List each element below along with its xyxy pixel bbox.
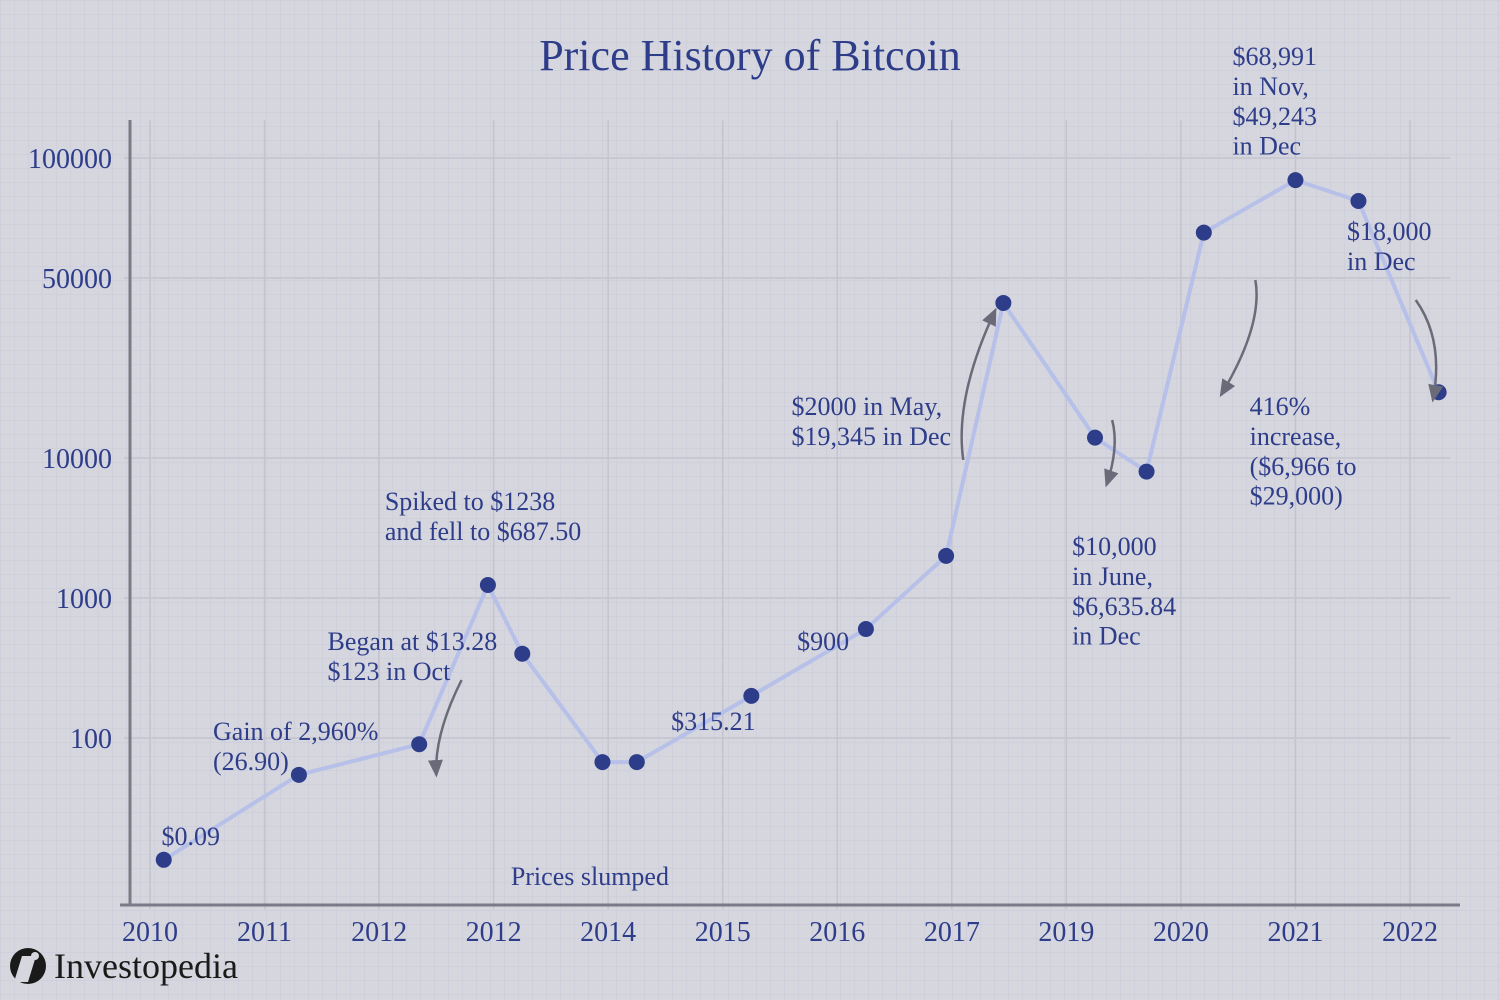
x-tick-label: 2011 xyxy=(237,917,292,948)
data-point xyxy=(291,767,307,783)
x-tick-label: 2015 xyxy=(695,917,751,948)
annotation: $2000 in May,$19,345 in Dec xyxy=(791,392,951,451)
data-point xyxy=(743,688,759,704)
x-tick-label: 2014 xyxy=(580,917,636,948)
price-history-chart: 100 1000 10000 50000 100000 2010 2011 2012 2012 2… xyxy=(0,0,1500,1000)
y-tick-label: 10000 xyxy=(42,444,112,475)
x-tick-label: 2020 xyxy=(1153,917,1209,948)
y-tick-label: 1000 xyxy=(56,584,112,615)
data-point xyxy=(480,577,496,593)
x-tick-label: 2019 xyxy=(1038,917,1094,948)
annotation: $315.21 xyxy=(671,707,756,736)
x-tick-label: 2012 xyxy=(351,917,407,948)
data-point xyxy=(411,736,427,752)
annotation: Prices slumped xyxy=(511,862,669,891)
x-tick-label: 2017 xyxy=(924,917,980,948)
y-tick-label: 100 xyxy=(70,724,112,755)
data-point xyxy=(1196,225,1212,241)
y-tick-label: 100000 xyxy=(28,144,112,175)
data-point xyxy=(995,295,1011,311)
data-point xyxy=(594,754,610,770)
data-point xyxy=(858,621,874,637)
chart-title: Price History of Bitcoin xyxy=(539,31,961,80)
x-tick-label: 2012 xyxy=(466,917,522,948)
annotation: $0.09 xyxy=(161,822,220,851)
brand-name: Investopedia xyxy=(54,946,238,986)
data-point xyxy=(1350,193,1366,209)
x-tick-label: 2010 xyxy=(122,917,178,948)
chart-container: 100 1000 10000 50000 100000 2010 2011 2012 2012 2… xyxy=(0,0,1500,1000)
data-point xyxy=(156,852,172,868)
y-tick-label: 50000 xyxy=(42,264,112,295)
data-point xyxy=(514,646,530,662)
data-point xyxy=(938,548,954,564)
data-point xyxy=(629,754,645,770)
x-tick-label: 2022 xyxy=(1382,917,1438,948)
x-tick-label: 2016 xyxy=(809,917,865,948)
data-point xyxy=(1139,464,1155,480)
annotation: $900 xyxy=(797,627,849,656)
annotation: Spiked to $1238and fell to $687.50 xyxy=(385,487,581,546)
data-point xyxy=(1287,172,1303,188)
x-tick-label: 2021 xyxy=(1267,917,1323,948)
data-point xyxy=(1087,430,1103,446)
